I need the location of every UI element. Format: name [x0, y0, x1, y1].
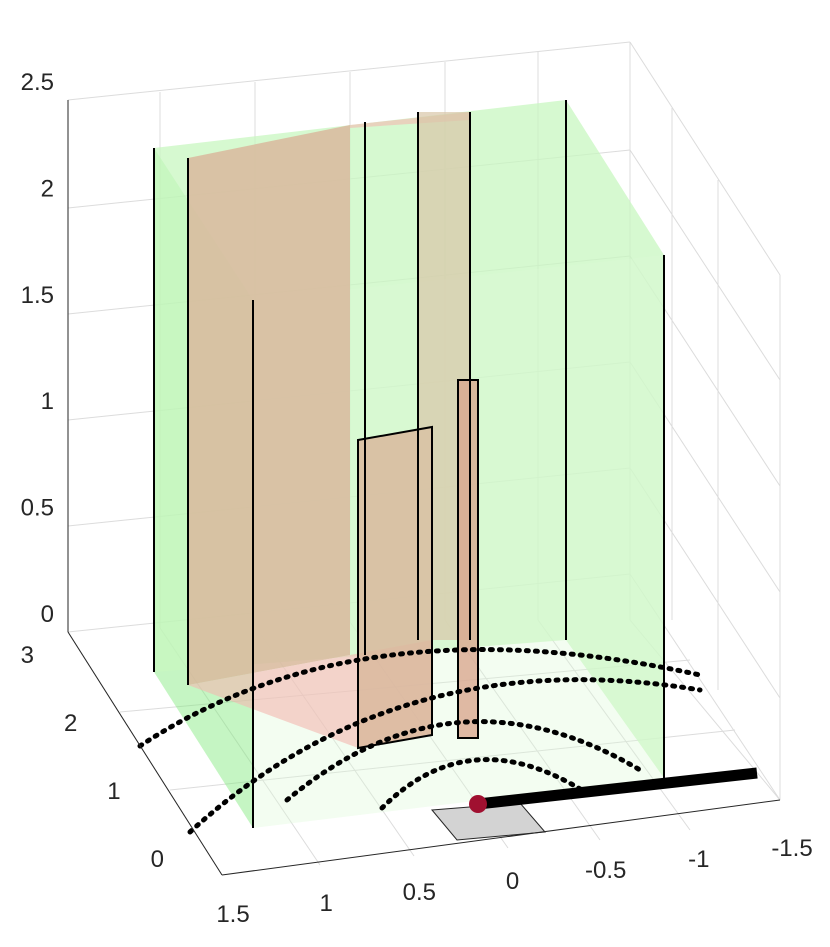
tick-labels: 0 0.5 1 1.5 2 2.5 0 1 2 3 1.5 1 0.5 0 -0.5 -1 -1.5	[21, 69, 813, 928]
red-panel-middle	[358, 427, 432, 748]
z-tick-label: 0.5	[21, 495, 54, 522]
dotted-arc	[137, 647, 703, 749]
x-tick-label: 0.5	[403, 879, 436, 906]
y-tick-label: 3	[21, 642, 34, 669]
x-axis-line	[221, 799, 781, 876]
x-tick-label: -1.5	[771, 835, 812, 862]
bar	[477, 767, 758, 810]
axis-lines	[67, 100, 781, 876]
z-tick-label: 1	[41, 388, 54, 415]
grid-line	[629, 149, 781, 381]
red-panel-thin	[458, 380, 478, 738]
y-tick-label: 1	[107, 778, 120, 805]
z-tick-label: 1.5	[21, 282, 54, 309]
y-tick-label: 0	[151, 846, 164, 873]
marker	[469, 795, 487, 813]
z-tick-label: 2	[41, 175, 54, 202]
dotted-arc	[187, 677, 703, 835]
x-tick-label: 1	[319, 890, 332, 917]
edge	[357, 425, 433, 750]
floor-square	[430, 802, 547, 841]
grid-line	[629, 41, 781, 276]
z-tick-label: 0	[41, 601, 54, 628]
x-tick-label: -0.5	[585, 857, 626, 884]
panel-edges	[153, 100, 665, 828]
x-tick-label: 1.5	[216, 901, 249, 928]
dotted-arc	[284, 719, 643, 803]
y-axis-line	[67, 631, 223, 876]
x-tick-label: 0	[506, 868, 519, 895]
dotted-arcs	[137, 647, 703, 835]
y-tick-label: 2	[64, 710, 77, 737]
x-tick-label: -1	[688, 846, 709, 873]
edge	[457, 379, 479, 739]
green-wall-right	[566, 100, 664, 778]
red-panel-large	[188, 125, 350, 685]
z-tick-label: 2.5	[21, 69, 54, 96]
grid-line	[67, 41, 631, 101]
dotted-arc	[379, 757, 588, 811]
